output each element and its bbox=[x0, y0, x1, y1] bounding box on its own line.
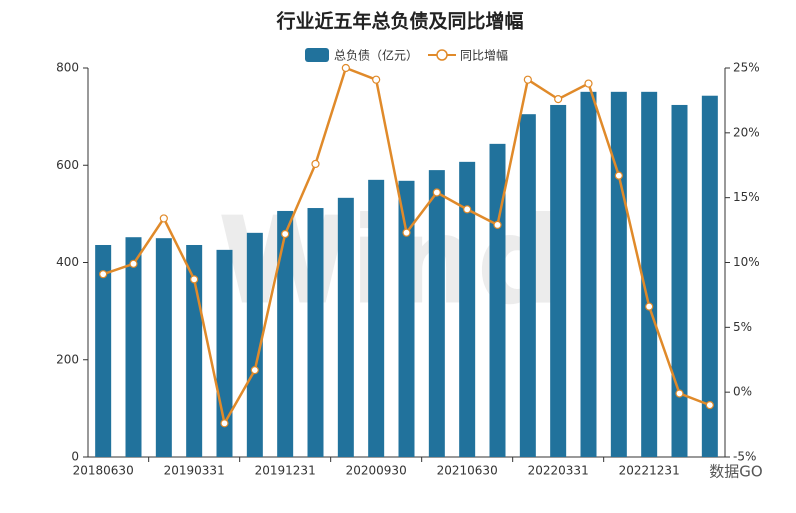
x-tick-label: 20221231 bbox=[619, 464, 680, 478]
x-tick-label: 20190331 bbox=[164, 464, 225, 478]
point bbox=[220, 419, 229, 428]
point bbox=[402, 228, 411, 237]
point bbox=[250, 366, 259, 375]
point bbox=[554, 95, 563, 104]
point bbox=[432, 188, 441, 197]
legend-label: 同比增幅 bbox=[460, 48, 508, 63]
bar bbox=[398, 180, 415, 457]
y2-tick-label: 0% bbox=[733, 385, 752, 399]
bar bbox=[701, 95, 718, 457]
y-tick-label: 200 bbox=[56, 352, 79, 366]
y-tick-label: 800 bbox=[56, 61, 79, 75]
point bbox=[129, 259, 138, 268]
point bbox=[372, 75, 381, 84]
legend-label: 总负债（亿元） bbox=[334, 48, 418, 63]
point bbox=[705, 401, 714, 410]
point bbox=[614, 171, 623, 180]
x-tick-label: 20210630 bbox=[437, 464, 498, 478]
point bbox=[523, 75, 532, 84]
y-tick-label: 400 bbox=[56, 255, 79, 269]
bar bbox=[519, 114, 536, 457]
point bbox=[675, 389, 684, 398]
y-tick-label: 0 bbox=[71, 450, 79, 464]
chart-title: 行业近五年总负债及同比增幅 bbox=[275, 10, 523, 33]
legend-swatch bbox=[305, 48, 329, 62]
bar bbox=[489, 143, 506, 458]
bar bbox=[246, 232, 263, 457]
y2-tick-label: 15% bbox=[733, 190, 760, 204]
bar bbox=[671, 104, 688, 457]
bar bbox=[125, 237, 142, 457]
y2-tick-label: 25% bbox=[733, 61, 760, 75]
y2-tick-label: 10% bbox=[733, 255, 760, 269]
y2-tick-label: 5% bbox=[733, 320, 752, 334]
y-tick-label: 600 bbox=[56, 158, 79, 172]
bar bbox=[459, 161, 476, 457]
bar bbox=[337, 197, 354, 458]
legend-swatch bbox=[436, 49, 448, 61]
x-tick-label: 20220331 bbox=[528, 464, 589, 478]
bar bbox=[95, 244, 112, 457]
point bbox=[493, 220, 502, 229]
x-tick-label: 20191231 bbox=[255, 464, 316, 478]
point bbox=[159, 214, 168, 223]
point bbox=[281, 229, 290, 239]
point bbox=[311, 159, 320, 169]
point bbox=[99, 270, 108, 279]
bar bbox=[155, 238, 172, 457]
footer: 数据GO bbox=[709, 463, 762, 481]
point bbox=[190, 275, 199, 284]
point bbox=[584, 79, 593, 88]
bar bbox=[610, 91, 627, 458]
bar bbox=[641, 91, 658, 458]
bar bbox=[580, 91, 597, 458]
bar bbox=[307, 208, 324, 457]
bar bbox=[368, 179, 385, 457]
point bbox=[463, 205, 472, 214]
bar bbox=[428, 170, 445, 458]
point bbox=[645, 302, 654, 311]
x-tick-label: 20180630 bbox=[73, 464, 134, 478]
bar bbox=[277, 210, 294, 457]
x-tick-label: 20200930 bbox=[346, 464, 407, 478]
bar bbox=[550, 104, 567, 457]
y2-tick-label: -5% bbox=[733, 450, 756, 464]
point bbox=[341, 63, 350, 73]
y2-tick-label: 20% bbox=[733, 125, 760, 139]
